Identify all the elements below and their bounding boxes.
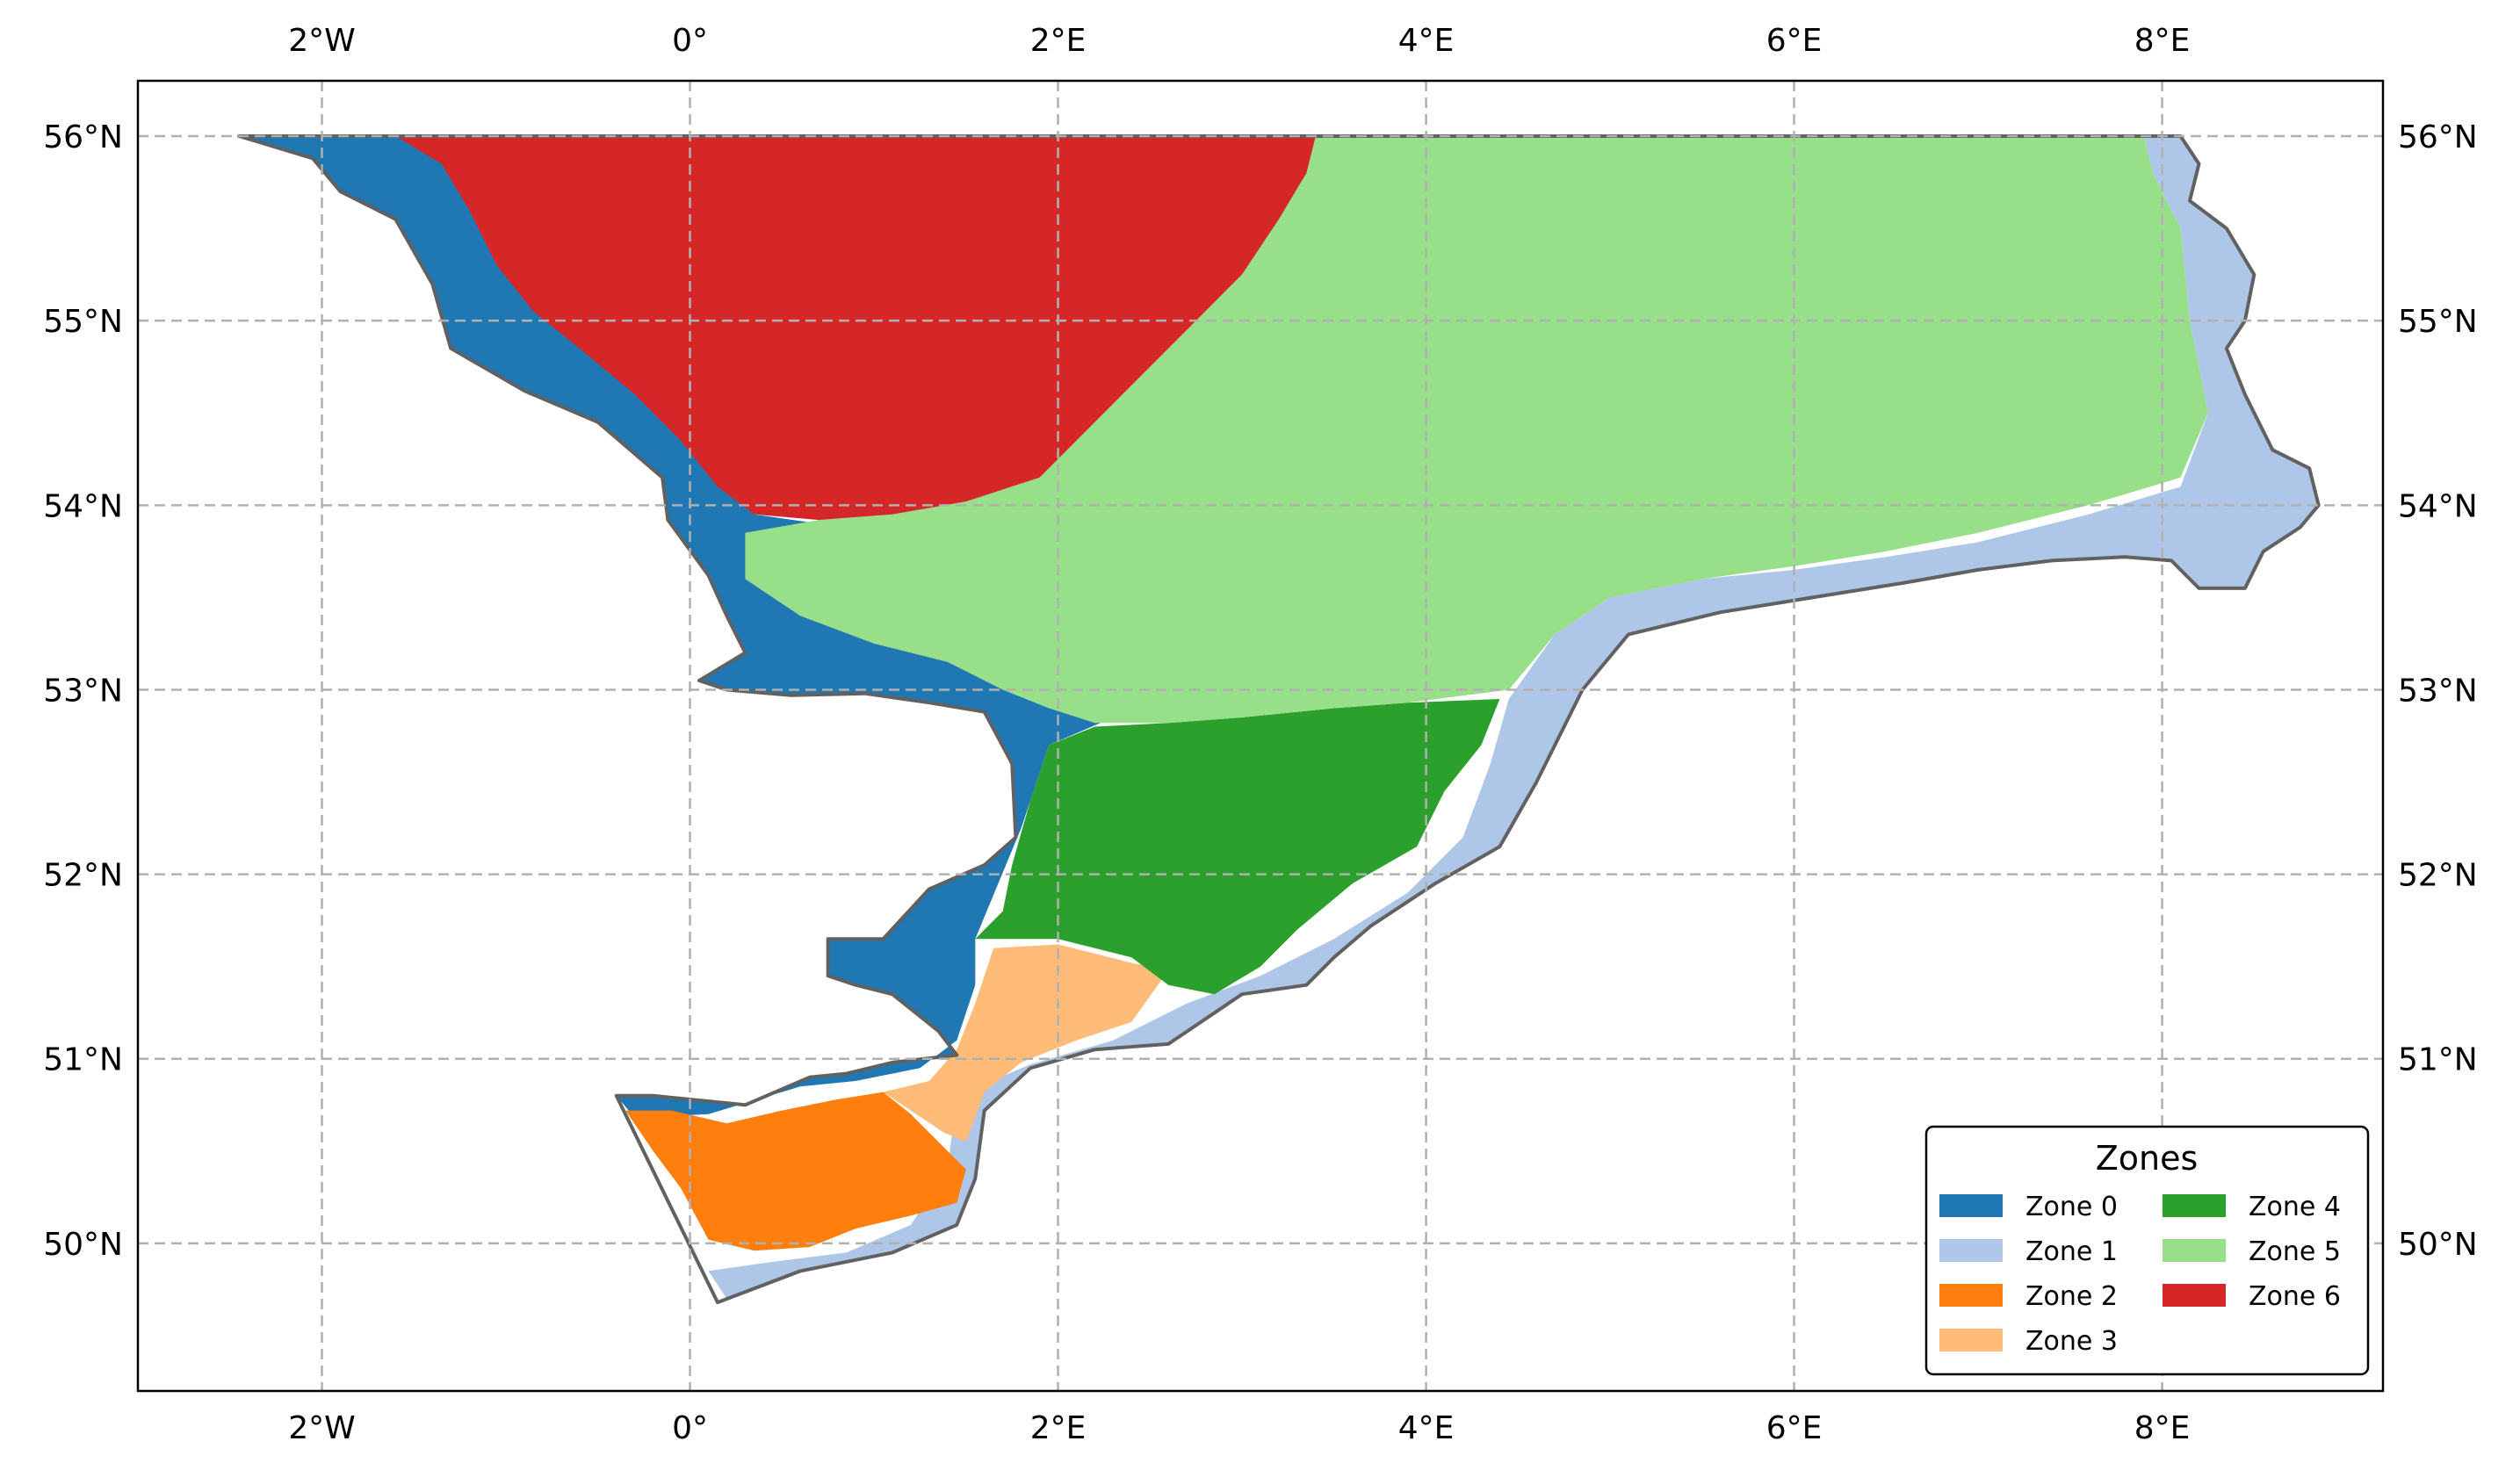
legend-label: Zone 5: [2249, 1236, 2341, 1267]
left-latitude-label: 53°N: [43, 673, 123, 709]
legend-label: Zone 2: [2025, 1281, 2118, 1312]
legend-swatch: [1939, 1284, 2003, 1307]
legend-swatch: [2163, 1194, 2226, 1217]
legend-title: Zones: [2096, 1139, 2199, 1178]
right-latitude-label: 50°N: [2398, 1227, 2478, 1263]
top-longitude-label: 2°W: [288, 23, 356, 59]
legend-label: Zone 0: [2025, 1192, 2118, 1222]
left-latitude-label: 55°N: [43, 304, 123, 340]
right-latitude-label: 55°N: [2398, 304, 2478, 340]
legend-swatch: [1939, 1239, 2003, 1262]
right-latitude-label: 51°N: [2398, 1042, 2478, 1078]
top-longitude-label: 8°E: [2134, 23, 2191, 59]
right-latitude-label: 52°N: [2398, 858, 2478, 894]
legend-label: Zone 4: [2249, 1192, 2341, 1222]
top-longitude-label: 0°: [672, 23, 708, 59]
bottom-longitude-label: 6°E: [1766, 1410, 1823, 1446]
bottom-longitude-label: 2°W: [288, 1410, 356, 1446]
left-latitude-label: 50°N: [43, 1227, 123, 1263]
right-latitude-label: 56°N: [2398, 119, 2478, 155]
left-latitude-label: 56°N: [43, 119, 123, 155]
right-latitude-label: 53°N: [2398, 673, 2478, 709]
top-longitude-label: 4°E: [1398, 23, 1455, 59]
bottom-longitude-label: 2°E: [1030, 1410, 1087, 1446]
right-latitude-label: 54°N: [2398, 488, 2478, 524]
legend: Zones Zone 0 Zone 1 Zone 2 Zone 3 Zone 4 Zone…: [1926, 1127, 2368, 1374]
left-latitude-label: 52°N: [43, 858, 123, 894]
left-latitude-label: 54°N: [43, 488, 123, 524]
bottom-longitude-label: 0°: [672, 1410, 708, 1446]
legend-swatch: [1939, 1329, 2003, 1351]
bottom-longitude-label: 4°E: [1398, 1410, 1455, 1446]
legend-swatch: [2163, 1284, 2226, 1307]
legend-label: Zone 3: [2025, 1326, 2118, 1357]
legend-label: Zone 1: [2025, 1236, 2118, 1267]
legend-swatch: [1939, 1194, 2003, 1217]
legend-swatch: [2163, 1239, 2226, 1262]
top-longitude-label: 6°E: [1766, 23, 1823, 59]
left-latitude-label: 51°N: [43, 1042, 123, 1078]
legend-label: Zone 6: [2249, 1281, 2341, 1312]
bottom-longitude-label: 8°E: [2134, 1410, 2191, 1446]
top-longitude-label: 2°E: [1030, 23, 1087, 59]
